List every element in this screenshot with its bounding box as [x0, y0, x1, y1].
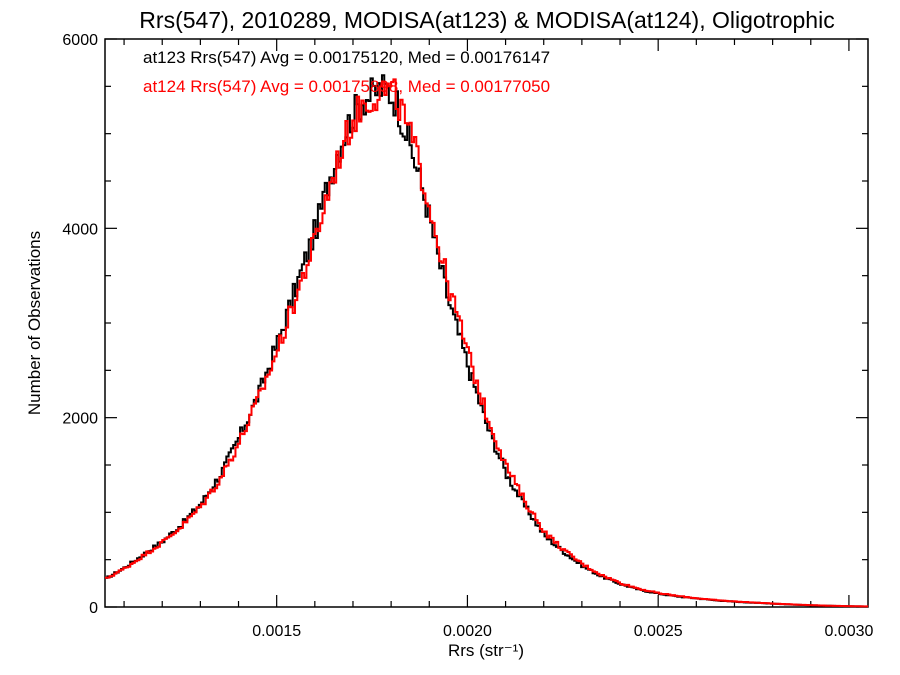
y-tick-label: 4000 [62, 221, 98, 238]
y-axis-ticks [105, 38, 868, 608]
series-line-at124 [105, 78, 869, 608]
x-axis-tick-labels: 0.0015 0.0020 0.0025 0.0030 [252, 623, 873, 640]
series-layer [105, 74, 869, 608]
x-tick-label: 0.0030 [824, 623, 873, 640]
y-tick-label: 0 [89, 600, 98, 617]
x-tick-label: 0.0020 [443, 623, 492, 640]
x-tick-label: 0.0025 [634, 623, 683, 640]
y-axis-tick-labels: 0 2000 4000 6000 [62, 32, 98, 617]
x-tick-label: 0.0015 [252, 623, 301, 640]
x-axis-label: Rrs (str⁻¹) [448, 641, 524, 660]
annotation-at123: at123 Rrs(547) Avg = 0.00175120, Med = 0… [143, 48, 550, 67]
y-tick-label: 6000 [62, 32, 98, 49]
annotation-at124: at124 Rrs(547) Avg = 0.00175898, Med = 0… [143, 77, 550, 96]
y-axis-label: Number of Observations [25, 231, 44, 415]
chart-title: Rrs(547), 2010289, MODISA(at123) & MODIS… [139, 7, 834, 33]
x-axis-ticks [123, 39, 850, 607]
y-tick-label: 2000 [62, 411, 98, 428]
